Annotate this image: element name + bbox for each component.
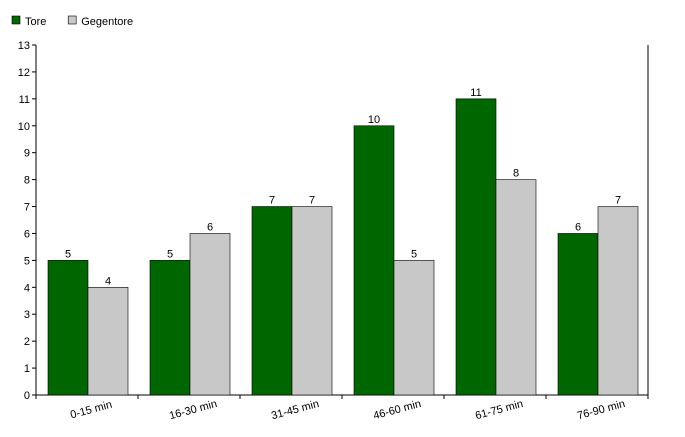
bar-gegentore-1 — [189, 233, 231, 396]
y-tick-label-8: 8 — [24, 175, 30, 187]
data-label-tore-3: 10 — [368, 114, 380, 126]
legend-label-1: Gegentore — [81, 16, 133, 28]
data-label-gegentore-5: 7 — [615, 195, 621, 207]
bar-tore-1 — [149, 260, 191, 396]
bar-gegentore-3 — [393, 260, 435, 396]
data-label-gegentore-1: 6 — [207, 221, 213, 233]
x-tick-label-1: 16-30 min — [168, 398, 218, 422]
bar-gegentore-2 — [291, 206, 333, 396]
y-tick-label-5: 5 — [24, 255, 30, 267]
y-tick-label-13: 13 — [18, 40, 30, 52]
bar-tore-4 — [455, 98, 497, 396]
y-tick-label-1: 1 — [24, 363, 30, 375]
x-tick-label-0: 0-15 min — [69, 399, 113, 422]
data-label-gegentore-2: 7 — [309, 195, 315, 207]
data-label-tore-2: 7 — [269, 195, 275, 207]
data-label-tore-4: 11 — [470, 87, 481, 99]
data-label-gegentore-3: 5 — [411, 248, 417, 260]
y-tick-label-2: 2 — [24, 336, 30, 348]
bar-tore-5 — [557, 233, 599, 396]
y-tick-label-3: 3 — [24, 309, 30, 321]
y-tick-label-0: 0 — [24, 390, 30, 402]
x-tick-label-2: 31-45 min — [270, 398, 320, 422]
y-tick-label-4: 4 — [24, 282, 30, 294]
data-label-tore-0: 5 — [65, 248, 71, 260]
x-tick-label-5: 76-90 min — [576, 398, 626, 422]
y-tick-label-7: 7 — [24, 202, 30, 214]
bar-tore-2 — [251, 206, 293, 396]
bar-tore-3 — [353, 125, 395, 396]
legend-swatch-0 — [11, 15, 21, 25]
data-label-gegentore-0: 4 — [105, 275, 111, 287]
x-tick-label-3: 46-60 min — [372, 398, 422, 422]
legend: Tore Gegentore — [11, 15, 133, 28]
bar-gegentore-4 — [495, 179, 537, 396]
data-label-tore-1: 5 — [167, 248, 173, 260]
x-tick-label-4: 61-75 min — [474, 398, 524, 422]
y-tick-label-6: 6 — [24, 228, 30, 240]
data-label-tore-5: 6 — [575, 221, 581, 233]
data-labels: 5 4 5 6 7 7 10 5 11 8 6 7 — [65, 87, 621, 287]
bar-gegentore-0 — [87, 287, 129, 396]
legend-swatch-1 — [67, 15, 77, 25]
y-tick-label-10: 10 — [18, 121, 30, 133]
legend-label-0: Tore — [25, 16, 46, 28]
y-tick-label-11: 11 — [19, 94, 30, 106]
y-tick-label-12: 12 — [18, 67, 30, 79]
y-tick-label-9: 9 — [24, 148, 30, 160]
bar-gegentore-5 — [597, 206, 639, 396]
data-label-gegentore-4: 8 — [513, 168, 519, 180]
bar-tore-0 — [47, 260, 89, 396]
bars — [47, 98, 639, 396]
